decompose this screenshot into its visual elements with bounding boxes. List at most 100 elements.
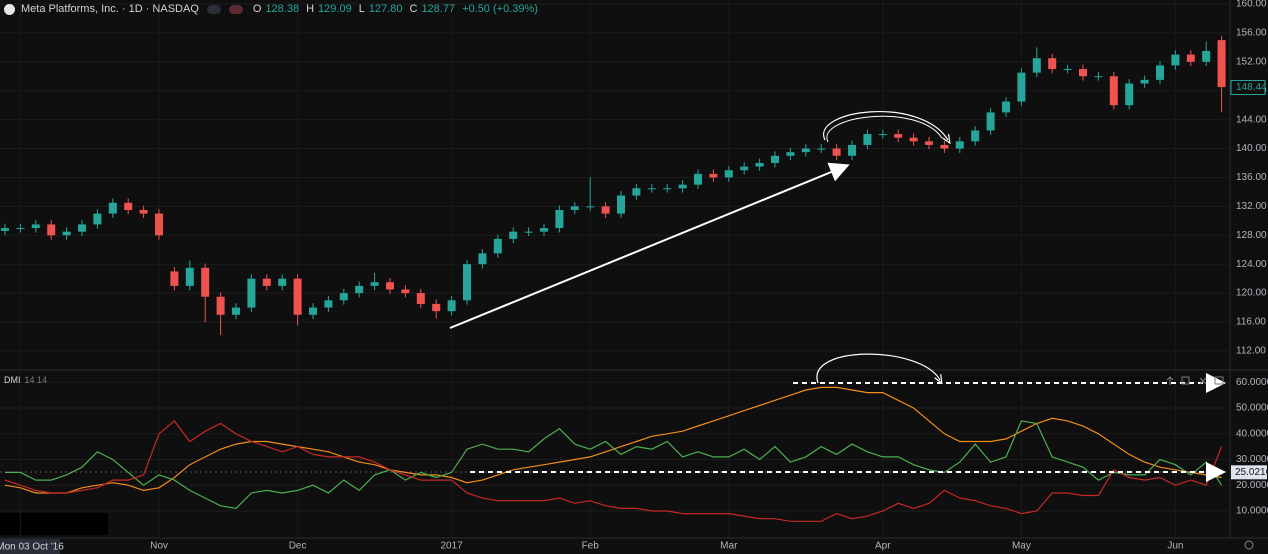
- dmi-line: [5, 420, 1223, 510]
- y-tick-label: 128.00: [1236, 230, 1267, 241]
- last-price-box: [1230, 80, 1266, 96]
- candle-body: [817, 148, 826, 150]
- candle-body: [755, 162, 764, 167]
- dmi-line: [4, 420, 1223, 522]
- ohlc-value: 129.09: [318, 3, 352, 15]
- candle-body: [524, 231, 533, 233]
- x-tick-label: Apr: [875, 541, 891, 552]
- candle-body: [1186, 54, 1195, 62]
- last-value-box: [1231, 465, 1267, 480]
- candle-body: [617, 195, 625, 214]
- x-tick-label: Nov: [150, 541, 168, 552]
- indicator-params: 14 14: [24, 375, 48, 385]
- x-tick-label: Dec: [289, 541, 307, 552]
- y-tick-label: 40.0000: [1236, 428, 1268, 439]
- candle-body: [925, 141, 933, 145]
- candle-body: [232, 307, 240, 315]
- candle-body: [370, 282, 379, 286]
- last-value-label: 25.0216: [1235, 467, 1268, 478]
- candle-body: [262, 278, 271, 286]
- y-tick-label: 132.00: [1236, 201, 1267, 212]
- logo: [4, 3, 15, 15]
- candle-body: [463, 264, 471, 301]
- candle-body: [955, 141, 964, 149]
- candle-body: [1032, 58, 1041, 73]
- candle-body: [986, 112, 995, 131]
- candle-body: [1063, 69, 1072, 71]
- candle-body: [278, 278, 287, 286]
- candle-body: [909, 137, 918, 142]
- candle-body: [78, 224, 86, 232]
- candle-body: [509, 231, 518, 239]
- candle-body: [586, 206, 595, 208]
- header: Meta Platforms, Inc. · 1D · NASDAQ O 128.…: [4, 3, 541, 15]
- x-tick-label: Jun: [1167, 541, 1183, 552]
- ohlc-label: O: [252, 3, 262, 15]
- ohlc-value: 127.80: [368, 3, 403, 15]
- candle-body: [678, 184, 687, 189]
- candle-body: [47, 224, 56, 236]
- x-tick-label: Mon 03 Oct '16: [0, 542, 64, 553]
- x-tick-label: Mar: [720, 541, 738, 552]
- y-tick-label: 124.00: [1236, 259, 1267, 270]
- candle-body: [293, 278, 302, 315]
- y-tick-label: 156.00: [1236, 28, 1267, 39]
- candle-body: [432, 303, 441, 312]
- y-tick-label: 160.00: [1236, 0, 1267, 10]
- candle-body: [832, 148, 841, 156]
- candle-body: [786, 152, 795, 156]
- curved-arrow: [823, 111, 948, 140]
- indicator-label: DMI 14 14: [4, 375, 47, 385]
- y-tick-label: 10.0000: [1236, 506, 1268, 517]
- candle-body: [124, 202, 133, 210]
- x-tick-label: 2017: [440, 541, 463, 552]
- crosshair-date-box: [0, 539, 60, 554]
- y-tick-label: 20.0000: [1236, 480, 1268, 491]
- candle-body: [493, 238, 502, 254]
- candle-body: [1140, 79, 1149, 84]
- candle-body: [894, 134, 903, 138]
- candle-body: [339, 293, 348, 301]
- candle-body: [31, 224, 40, 229]
- candle-body: [201, 267, 210, 297]
- candle-body: [1125, 83, 1134, 106]
- candle-body: [940, 144, 949, 149]
- candle-body: [16, 228, 25, 230]
- candle-body: [108, 202, 117, 214]
- button[interactable]: [228, 4, 243, 14]
- candle-body: [93, 213, 102, 225]
- curved-arrow: [826, 115, 943, 143]
- candle-body: [447, 300, 456, 312]
- candle-body: [848, 144, 856, 156]
- candle-body: [62, 231, 71, 236]
- curved-arrow: [816, 353, 940, 383]
- candle-body: [1217, 40, 1226, 88]
- candle-body: [309, 307, 317, 315]
- y-tick-label: 50.0000: [1236, 403, 1268, 414]
- candle-body: [1156, 65, 1164, 80]
- candle-body: [1017, 72, 1026, 102]
- y-tick-label: 144.00: [1236, 114, 1267, 125]
- y-tick-label: 116.00: [1236, 317, 1266, 328]
- candle-body: [540, 228, 548, 232]
- candle-body: [170, 271, 179, 286]
- candle-body: [416, 293, 425, 304]
- candle-body: [139, 209, 148, 214]
- y-tick-label: 152.00: [1236, 56, 1267, 67]
- dmi-line: [4, 386, 1222, 494]
- candle-body: [663, 188, 672, 190]
- trend-arrow: [449, 162, 850, 329]
- y-tick-label: 112.00: [1236, 346, 1266, 357]
- settings-icon[interactable]: [1244, 540, 1254, 550]
- candle-body: [694, 173, 702, 185]
- candle-body: [1109, 76, 1118, 106]
- candle-body: [971, 130, 980, 142]
- button[interactable]: [206, 4, 221, 14]
- y-tick-label: 120.00: [1236, 288, 1267, 299]
- candle-body: [1002, 101, 1010, 113]
- symbol-title: Meta Platforms, Inc. · 1D · NASDAQ: [21, 3, 199, 15]
